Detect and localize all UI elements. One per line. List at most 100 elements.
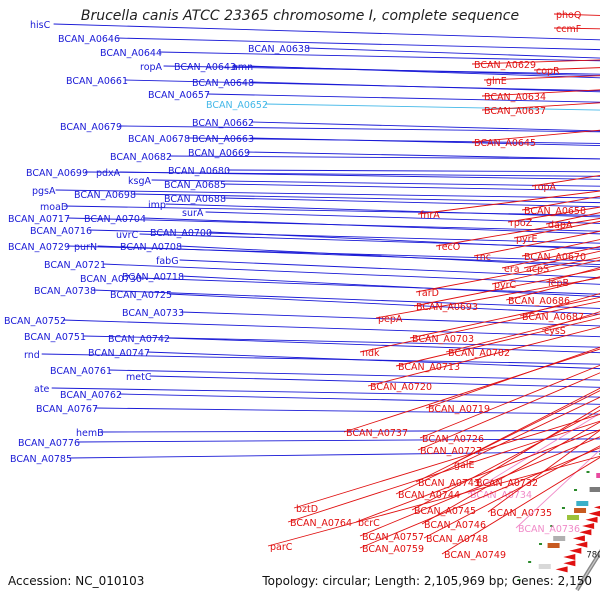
gene-label-left: BCAN_A0662 bbox=[192, 118, 254, 129]
gene-label-right: BCAN_A0686 bbox=[508, 296, 570, 307]
gene-label-left: BCAN_A0679 bbox=[60, 122, 122, 133]
connector-right bbox=[287, 420, 600, 523]
gene-label-left: ropA bbox=[140, 62, 163, 73]
gene-label-left: BCAN_A0704 bbox=[84, 214, 146, 225]
gene-label-right: lepB bbox=[548, 278, 569, 289]
gene-label-right: BCAN_A0658 bbox=[524, 206, 586, 217]
gene-label-left: BCAN_A0661 bbox=[66, 76, 128, 87]
gene-label-left: BCAN_A0669 bbox=[188, 148, 250, 159]
gene-arrow-right bbox=[555, 566, 568, 573]
connector-left bbox=[179, 259, 600, 279]
gene-label-right: BCAN_A0736 bbox=[518, 524, 580, 535]
gene-arrow-right bbox=[563, 554, 576, 560]
gene-label-right: BCAN_A0734 bbox=[470, 490, 532, 501]
connector-left bbox=[97, 245, 600, 265]
gene-label-left: BCAN_A0685 bbox=[164, 180, 226, 191]
gene-label-left: BCAN_A0752 bbox=[4, 316, 66, 327]
gene-label-left: BCAN_A0729 bbox=[8, 242, 70, 253]
gene-label-right: BCAN_A0746 bbox=[424, 520, 486, 531]
gene-label-right: BCAN_A0670 bbox=[524, 252, 586, 263]
gene-label-left: BCAN_A0742 bbox=[108, 334, 170, 345]
connector-right bbox=[293, 413, 600, 509]
gene-label-right: BCAN_A0727 bbox=[420, 446, 482, 457]
connector-left bbox=[168, 293, 600, 315]
gene-label-right: rpoZ bbox=[510, 218, 533, 229]
connector-right bbox=[415, 390, 600, 483]
gene-label-right: BCAN_A0737 bbox=[346, 428, 408, 439]
gene-label-left: BCAN_A0730 bbox=[80, 274, 142, 285]
gene-label-left: rnd bbox=[24, 350, 40, 361]
connector-left bbox=[226, 169, 600, 173]
gene-label-left: BCAN_A0716 bbox=[30, 226, 92, 237]
connector-left bbox=[138, 277, 600, 295]
gene-label-left: BCAN_A0652 bbox=[206, 100, 268, 111]
connector-left bbox=[139, 233, 600, 249]
connector-right bbox=[415, 257, 600, 293]
gene-label-right: BCAN_A0720 bbox=[370, 382, 432, 393]
gene-label-right: BCAN_A0637 bbox=[484, 106, 546, 117]
connector-left bbox=[92, 289, 600, 309]
connector-left bbox=[222, 197, 600, 208]
map-title: Brucella canis ATCC 23365 chromosome I, … bbox=[80, 8, 520, 24]
connector-right bbox=[395, 317, 600, 367]
gene-label-left: BCAN_A0663 bbox=[192, 134, 254, 145]
gene-label-left: BCAN_A0638 bbox=[248, 44, 310, 55]
gene-label-right: BCAN_A0629 bbox=[474, 60, 536, 71]
connector-right bbox=[481, 89, 600, 97]
gene-label-right: BCAN_A0687 bbox=[522, 312, 584, 323]
connector-right bbox=[355, 429, 600, 523]
connector-right bbox=[505, 276, 600, 301]
gene-block-right bbox=[596, 473, 600, 478]
ring-dot bbox=[586, 471, 590, 473]
connector-right bbox=[411, 409, 600, 511]
gene-label-left: ksgA bbox=[128, 176, 151, 187]
connector-right bbox=[359, 300, 600, 353]
connector-right bbox=[483, 75, 600, 81]
gene-label-left: BCAN_A0747 bbox=[88, 348, 150, 359]
gene-label-left: BCAN_A0718 bbox=[122, 272, 184, 283]
gene-label-right: BCAN_A0713 bbox=[398, 362, 460, 373]
gene-label-left: BCAN_A0708 bbox=[120, 242, 182, 253]
genome-summary: Topology: circular; Length: 2,105,969 bp… bbox=[262, 574, 592, 588]
ring-dot bbox=[539, 543, 543, 545]
connector-left bbox=[55, 189, 600, 199]
gene-arrow-right bbox=[572, 535, 585, 542]
connector-left bbox=[66, 217, 600, 232]
connector-left bbox=[102, 263, 600, 285]
connector-left bbox=[206, 93, 600, 103]
connector-left bbox=[41, 353, 600, 365]
connector-left bbox=[165, 203, 600, 218]
connector-left bbox=[62, 319, 600, 338]
gene-label-right: BCAN_A0744 bbox=[398, 490, 460, 501]
gene-block-right bbox=[553, 536, 566, 541]
connector-left bbox=[208, 231, 600, 250]
gene-arrow-right bbox=[569, 547, 582, 554]
gene-label-left: BCAN_A0657 bbox=[148, 90, 210, 101]
connector-right bbox=[521, 239, 600, 257]
connector-right bbox=[395, 396, 600, 495]
connector-left bbox=[180, 311, 600, 327]
gene-label-left: fabG bbox=[156, 256, 179, 267]
connector-left bbox=[146, 351, 600, 370]
gene-label-left: pdxA bbox=[96, 168, 121, 179]
connector-right bbox=[491, 259, 600, 285]
connector-right bbox=[507, 206, 600, 223]
connector-left bbox=[116, 37, 600, 51]
connector-right bbox=[425, 346, 600, 409]
connector-right bbox=[513, 220, 600, 239]
connector-right bbox=[423, 445, 600, 539]
connector-left bbox=[166, 337, 600, 354]
connector-right bbox=[375, 277, 600, 319]
connector-left bbox=[51, 387, 600, 398]
gene-label-right: pyrE bbox=[516, 234, 538, 245]
ring-dot bbox=[517, 579, 521, 581]
gene-arrow-right bbox=[593, 505, 600, 509]
gene-label-right: copR bbox=[536, 66, 560, 77]
gene-label-right: cysS bbox=[544, 326, 566, 337]
gene-label-right: fnrA bbox=[420, 210, 440, 221]
connector-left bbox=[82, 335, 600, 348]
gene-label-left: BCAN_A0682 bbox=[110, 152, 172, 163]
gene-label-right: parC bbox=[270, 542, 293, 553]
connector-left bbox=[88, 229, 600, 244]
gene-label-left: metC bbox=[126, 372, 152, 383]
